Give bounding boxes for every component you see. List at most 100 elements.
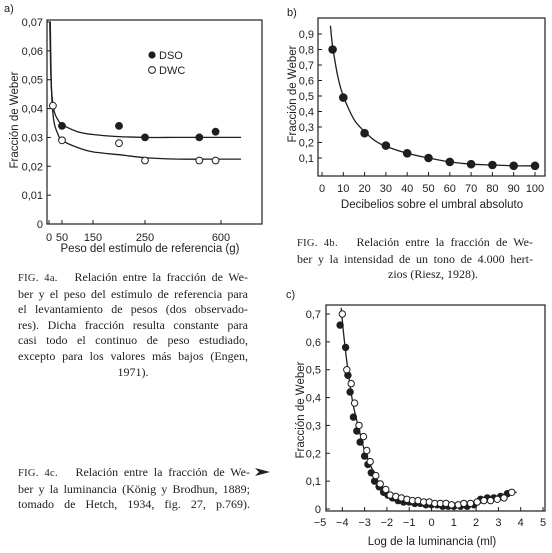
data-point-filled xyxy=(424,153,433,163)
caption-text: Relación entre la fracción de We- xyxy=(74,270,248,284)
data-point-open xyxy=(343,366,351,374)
y-tick-label: 0,05 xyxy=(22,75,43,87)
data-point-filled xyxy=(381,141,391,150)
y-tick-label: 0,4 xyxy=(299,107,314,119)
data-point-open xyxy=(338,310,346,318)
data-point-open xyxy=(350,399,359,407)
data-point-open xyxy=(372,471,380,480)
caption-line: 1971). xyxy=(117,364,149,379)
caption-line: res). Dicha fracción resulta constante p… xyxy=(18,317,248,332)
data-point-open xyxy=(355,421,363,430)
data-point-filled xyxy=(346,388,354,396)
chart-c: c) Fracción de Weber Log de la luminanci… xyxy=(286,289,546,548)
plot-frame-c xyxy=(325,304,546,512)
x-tick-label: −3 xyxy=(358,517,371,529)
x-tick-label: 0 xyxy=(428,517,434,529)
data-point-filled xyxy=(466,159,476,169)
x-tick-label: 0 xyxy=(46,232,52,244)
plot-area-c: −5 −4 −3 −2 −1 0 1 2 3 4 5 0 0,1 0,2 0,3 0,4 0,5 0,6 0,7 xyxy=(306,304,546,529)
arrow-right-icon xyxy=(255,468,270,476)
x-tick-label: 90 xyxy=(508,183,520,195)
data-point-filled xyxy=(115,122,123,130)
chart-b: b) Fracción de Weber Decibelios sobre el… xyxy=(287,7,546,211)
data-point-filled xyxy=(195,133,204,142)
panel-label-a: a) xyxy=(4,3,14,15)
data-point-open xyxy=(500,494,508,502)
x-tick-label: 2 xyxy=(473,517,479,529)
caption-fig-4a: FIG. 4a. Relación entre la fracción de W… xyxy=(18,270,248,380)
data-point-filled xyxy=(530,161,540,171)
x-tick-label: 60 xyxy=(444,183,456,195)
y-tick-label: 0,2 xyxy=(306,448,321,460)
data-point-open xyxy=(473,498,481,506)
x-axis-label-a: Peso del estímulo de referencia (g) xyxy=(61,243,240,255)
y-tick-label: 0,04 xyxy=(22,104,43,116)
data-point-filled xyxy=(328,45,337,54)
y-tick-label: 0,7 xyxy=(306,309,321,321)
caption-fig-label: FIG. 4b. xyxy=(297,238,338,249)
x-axis-label-b: Decibelios sobre el umbral absoluto xyxy=(341,199,523,211)
data-point-filled xyxy=(488,160,497,170)
data-point-filled xyxy=(341,343,350,352)
data-point-open xyxy=(508,488,516,496)
data-point-filled xyxy=(402,149,412,158)
caption-fig-label: FIG. 4c. xyxy=(18,468,58,479)
y-axis-label-c: Fracción de Weber xyxy=(295,361,307,458)
caption-fig-4c: FIG. 4c. Relación entre la fracción de W… xyxy=(18,465,250,513)
y-tick-label: 0,1 xyxy=(306,476,321,488)
y-tick-label: 0,07 xyxy=(22,17,43,29)
x-tick-label: 3 xyxy=(495,517,501,529)
data-point-open xyxy=(460,499,468,508)
y-tick-label: 0,02 xyxy=(22,161,43,173)
x-tick-label: 80 xyxy=(486,183,498,195)
fitted-curve xyxy=(49,21,242,139)
x-tick-label: 4 xyxy=(518,517,524,529)
panel-label-c: c) xyxy=(286,289,295,301)
data-point-filled xyxy=(141,133,149,142)
legend-a: DSO DWC xyxy=(148,50,185,77)
y-tick-label: 0,5 xyxy=(306,365,321,377)
y-tick-label: 0,6 xyxy=(299,76,314,88)
x-tick-label: 1 xyxy=(451,517,457,529)
data-point-open xyxy=(376,480,384,488)
y-tick-label: 0,06 xyxy=(22,46,43,58)
y-tick-label: 0,7 xyxy=(299,60,314,72)
fitted-curve xyxy=(329,25,536,167)
x-tick-label: 70 xyxy=(465,183,477,195)
data-point-open xyxy=(466,499,475,508)
curves-b xyxy=(329,25,536,167)
legend-label-dwc: DWC xyxy=(159,65,185,77)
y-tick-label: 0 xyxy=(37,219,43,231)
x-tick-label: −5 xyxy=(314,517,327,529)
caption-line: FIG. 4a. Relación entre la fracción de W… xyxy=(18,270,248,287)
plot-frame-a xyxy=(46,19,263,225)
data-point-filled xyxy=(338,93,348,102)
data-point-open xyxy=(347,379,355,388)
x-tick-label: 600 xyxy=(212,232,230,244)
x-tick-label: 30 xyxy=(380,183,392,195)
y-tick-label: 0,3 xyxy=(299,122,314,134)
caption-line: ber y la luminancia (König y Brodhun, 18… xyxy=(18,481,250,496)
x-tick-label: −2 xyxy=(381,517,394,529)
data-point-filled xyxy=(445,157,455,167)
y-tick-label: 0,5 xyxy=(299,91,314,103)
data-point-open xyxy=(115,139,123,148)
data-point-open xyxy=(141,156,149,165)
y-axis-label-b: Fracción de Weber xyxy=(287,45,299,142)
x-tick-label: −4 xyxy=(336,517,349,529)
curves-c xyxy=(340,307,517,507)
x-tick-label: 20 xyxy=(358,183,370,195)
x-tick-label: 250 xyxy=(136,232,154,244)
caption-line: ber y el peso del estímulo de referencia… xyxy=(18,286,248,301)
data-point-filled xyxy=(356,438,364,446)
x-axis-label-c: Log de la luminancia (ml) xyxy=(368,536,497,548)
data-point-open xyxy=(195,156,204,165)
caption-line: tomado de Hetch, 1934, fig. 27, p.769). xyxy=(18,497,250,512)
caption-line: excepto para los valores más bajos (Enge… xyxy=(18,348,248,363)
series-open xyxy=(338,310,516,509)
series-filled xyxy=(336,321,511,510)
data-point-filled xyxy=(58,122,66,130)
plot-area-a: 0 50 150 250 600 0 0,01 0,02 0,03 0,04 0,05 0,06 0,0… xyxy=(22,17,263,244)
data-point-filled xyxy=(336,321,344,329)
